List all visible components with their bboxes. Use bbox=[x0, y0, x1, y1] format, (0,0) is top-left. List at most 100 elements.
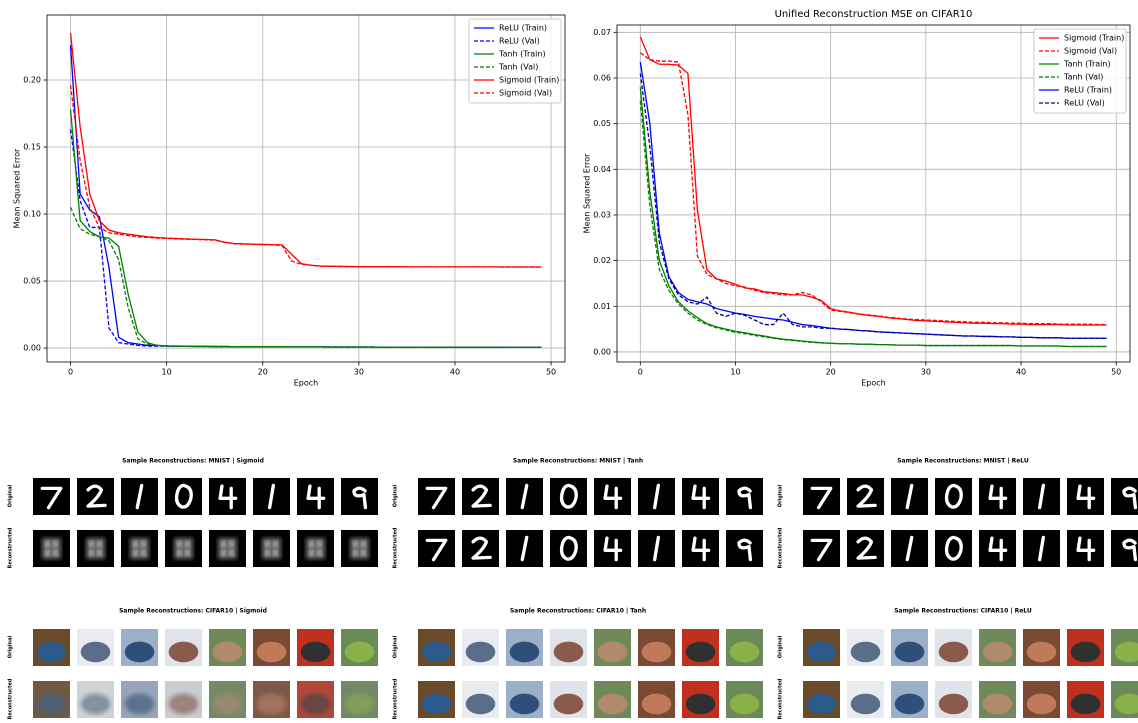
blur-cell bbox=[45, 541, 50, 547]
chart-title: Unified Reconstruction MSE on CIFAR10 bbox=[775, 9, 973, 20]
legend-label: Sigmoid (Train) bbox=[1064, 34, 1124, 43]
thumbnail bbox=[121, 530, 158, 567]
thumbnail bbox=[1111, 478, 1138, 515]
legend-label: ReLU (Val) bbox=[1064, 99, 1105, 108]
thumbnail bbox=[682, 478, 719, 515]
x-tick-label: 10 bbox=[162, 368, 172, 377]
blur-cell bbox=[185, 550, 190, 556]
thumb-object bbox=[169, 642, 199, 663]
thumbnail bbox=[165, 681, 202, 718]
thumbnail bbox=[121, 629, 158, 666]
blur-cell bbox=[141, 550, 146, 556]
blur-cell bbox=[89, 550, 94, 556]
thumbnail bbox=[165, 530, 202, 567]
thumbnail bbox=[418, 629, 455, 666]
thumb-object bbox=[983, 642, 1013, 663]
thumbnail bbox=[847, 629, 884, 666]
thumb-haze bbox=[341, 681, 378, 718]
thumbnail bbox=[1023, 681, 1060, 718]
blur-block bbox=[130, 538, 149, 559]
thumbnail bbox=[638, 530, 675, 567]
y-tick-label: 0.15 bbox=[23, 143, 41, 152]
y-tick-label: 0.05 bbox=[593, 119, 611, 128]
thumb-bg bbox=[979, 530, 1016, 567]
thumbnail bbox=[594, 629, 631, 666]
thumbnail bbox=[803, 629, 840, 666]
thumb-object bbox=[939, 642, 969, 663]
thumbnail bbox=[979, 681, 1016, 718]
thumbnail bbox=[1067, 530, 1104, 567]
legend-label: Sigmoid (Val) bbox=[1064, 47, 1117, 56]
y-tick-label: 0.04 bbox=[593, 165, 611, 174]
thumbnail bbox=[682, 629, 719, 666]
thumb-object bbox=[554, 642, 584, 663]
y-tick-label: 0.06 bbox=[593, 73, 611, 82]
thumb-bg bbox=[935, 478, 972, 515]
thumb-object bbox=[807, 694, 837, 715]
blur-cell bbox=[309, 550, 314, 556]
x-tick-label: 20 bbox=[826, 368, 836, 377]
y-tick-label: 0.07 bbox=[593, 28, 611, 37]
thumbnail bbox=[891, 530, 928, 567]
thumbnail bbox=[638, 681, 675, 718]
thumbnail bbox=[847, 530, 884, 567]
thumb-object bbox=[345, 642, 375, 663]
thumb-object bbox=[1071, 642, 1101, 663]
thumb-haze bbox=[165, 681, 202, 718]
thumbnail bbox=[979, 629, 1016, 666]
thumb-object bbox=[686, 642, 716, 663]
row-label: Reconstructed bbox=[393, 678, 399, 719]
series-line bbox=[640, 101, 1106, 347]
y-tick-label: 0.00 bbox=[23, 344, 41, 353]
thumbnail bbox=[33, 478, 70, 515]
blur-cell bbox=[273, 550, 278, 556]
blur-cell bbox=[53, 550, 58, 556]
thumb-object bbox=[983, 694, 1013, 715]
x-tick-label: 50 bbox=[1111, 368, 1121, 377]
x-tick-label: 20 bbox=[258, 368, 268, 377]
thumb-bg bbox=[33, 478, 70, 515]
thumbnail bbox=[726, 681, 763, 718]
thumbnail bbox=[1023, 530, 1060, 567]
thumbnail bbox=[1111, 530, 1138, 567]
thumb-bg bbox=[594, 478, 631, 515]
blur-cell bbox=[361, 541, 366, 547]
figure: 010203040500.000.050.100.150.20EpochMean… bbox=[0, 0, 1138, 723]
thumb-bg bbox=[803, 478, 840, 515]
thumbnail bbox=[682, 530, 719, 567]
blur-cell bbox=[97, 541, 102, 547]
thumb-object bbox=[730, 642, 760, 663]
blur-cell bbox=[141, 541, 146, 547]
thumb-bg bbox=[418, 530, 455, 567]
thumb-bg bbox=[550, 530, 587, 567]
row-label: Original bbox=[8, 636, 14, 659]
thumbnail bbox=[726, 629, 763, 666]
thumb-bg bbox=[165, 478, 202, 515]
blur-cell bbox=[97, 550, 102, 556]
thumbnail bbox=[682, 681, 719, 718]
blur-cell bbox=[221, 541, 226, 547]
thumbnail bbox=[847, 681, 884, 718]
thumbnail bbox=[847, 478, 884, 515]
panel-title: Sample Reconstructions: MNIST | Tanh bbox=[513, 458, 643, 465]
thumbnail bbox=[506, 681, 543, 718]
blur-cell bbox=[53, 541, 58, 547]
thumb-object bbox=[851, 642, 881, 663]
legend-label: Tanh (Train) bbox=[498, 50, 546, 59]
thumbnail bbox=[297, 478, 334, 515]
thumbnail bbox=[341, 530, 378, 567]
blur-block bbox=[86, 538, 105, 559]
thumbnail bbox=[462, 530, 499, 567]
blur-block bbox=[42, 538, 61, 559]
blur-cell bbox=[265, 550, 270, 556]
thumb-bg bbox=[682, 478, 719, 515]
thumb-bg bbox=[1067, 478, 1104, 515]
x-tick-label: 0 bbox=[638, 368, 643, 377]
thumb-bg bbox=[935, 530, 972, 567]
row-label: Original bbox=[778, 636, 784, 659]
thumb-object bbox=[642, 642, 672, 663]
legend-label: ReLU (Train) bbox=[499, 24, 547, 33]
blur-cell bbox=[133, 550, 138, 556]
thumb-object bbox=[257, 642, 287, 663]
thumbnail bbox=[594, 681, 631, 718]
